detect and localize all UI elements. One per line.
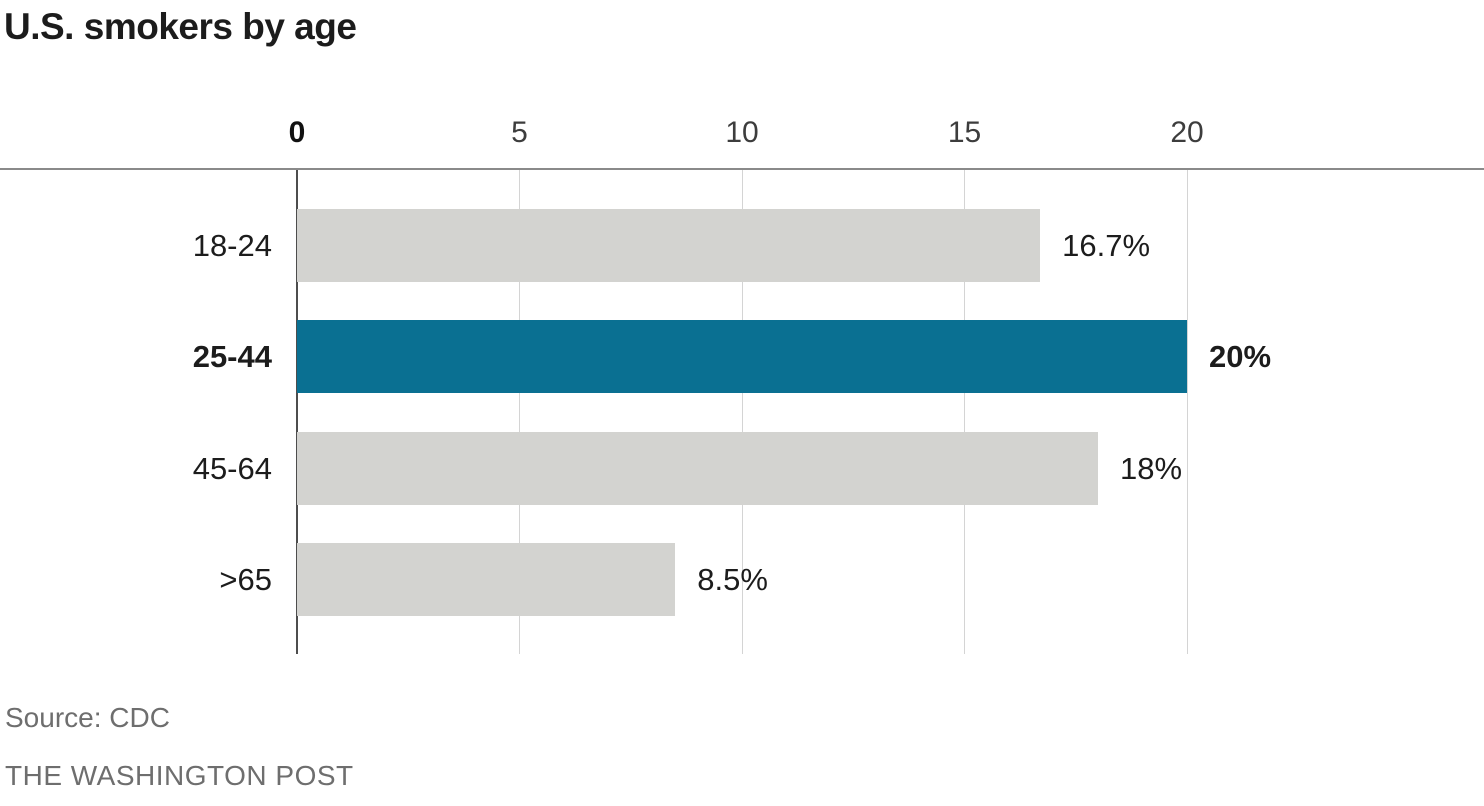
x-tick-label-10: 10 [725, 116, 759, 149]
bar-45-64 [297, 431, 1098, 505]
gridline-10 [741, 170, 743, 654]
gridline-5 [519, 170, 520, 654]
category-label-18-24: 18-24 [192, 228, 272, 263]
category-label-25-44: 25-44 [192, 339, 272, 375]
x-tick-label-0: 0 [288, 116, 306, 149]
x-tick-label-5: 5 [511, 116, 528, 149]
gridline-20 [1186, 170, 1188, 654]
x-tick-label-20: 20 [1170, 116, 1204, 149]
value-label-45-64: 18% [1120, 450, 1183, 486]
source-note: Source: CDC [5, 702, 170, 733]
chart-title: U.S. smokers by age [4, 6, 357, 47]
bar-18-24 [297, 209, 1041, 282]
value-label-25-44: 20% [1209, 339, 1272, 375]
x-axis-line [0, 168, 1484, 170]
gridline-15 [964, 170, 965, 654]
value-label->65: 8.5% [697, 561, 768, 597]
category-label-45-64: 45-64 [192, 450, 272, 486]
x-tick-label-15: 15 [947, 116, 982, 149]
category-label->65: >65 [219, 561, 272, 597]
bar->65 [297, 542, 676, 616]
plot-area [296, 170, 1188, 654]
value-label-18-24: 16.7% [1062, 228, 1151, 263]
bar-25-44-highlighted [297, 320, 1187, 394]
y-axis-baseline [296, 170, 298, 654]
publisher-credit: THE WASHINGTON POST [5, 760, 354, 791]
